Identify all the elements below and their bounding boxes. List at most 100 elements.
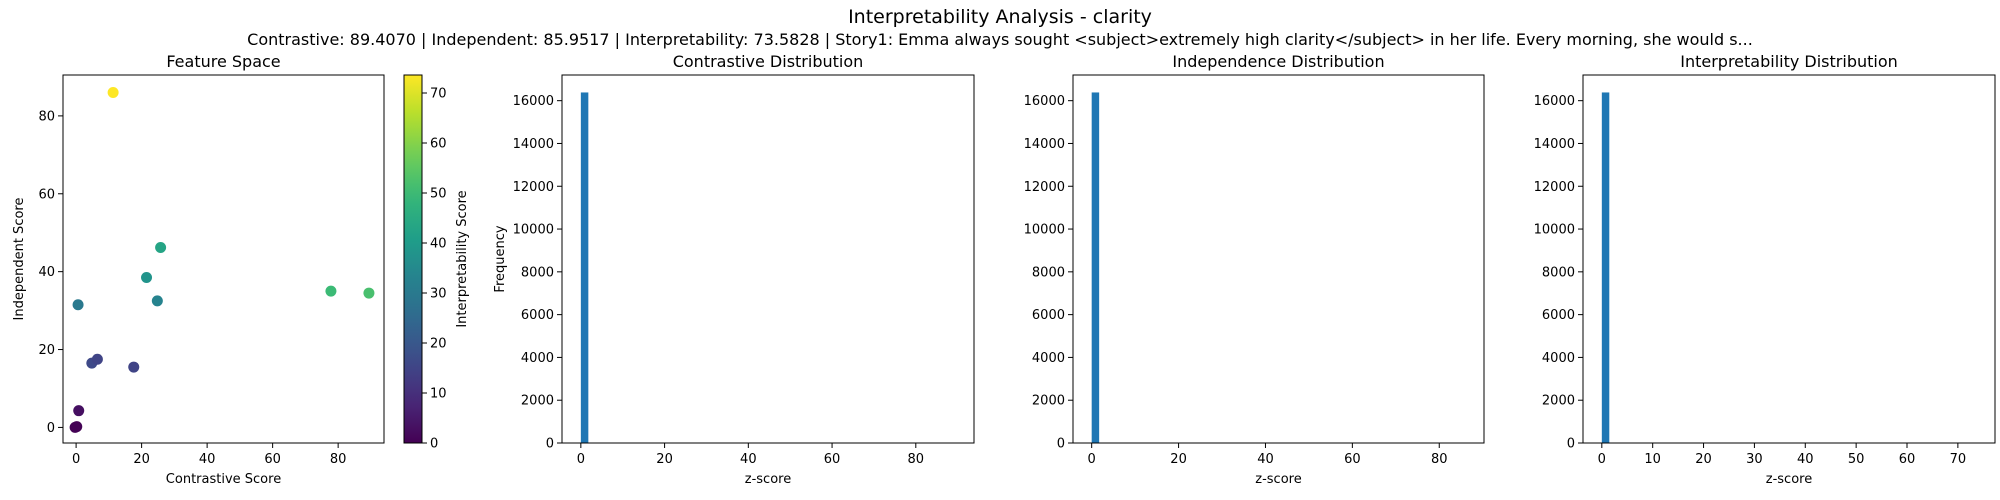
- y-tick-label: 12000: [513, 180, 554, 195]
- x-tick-label: 80: [330, 452, 347, 467]
- x-axis-label: z-score: [745, 472, 791, 487]
- scatter-point: [325, 285, 337, 297]
- y-tick-label: 10000: [1534, 223, 1575, 238]
- x-tick-label: 60: [1344, 452, 1361, 467]
- x-tick-label: 0: [577, 452, 585, 467]
- subplot-title: Interpretability Distribution: [1680, 52, 1898, 71]
- scatter-point: [72, 299, 84, 311]
- subplot-title: Feature Space: [166, 52, 280, 71]
- figure-subtitle: Contrastive: 89.4070 | Independent: 85.9…: [247, 30, 1753, 49]
- colorbar: 0 10 20 30 40 50 60 70 Interpretability Score: [403, 74, 470, 452]
- x-tick-label: 30: [1746, 452, 1763, 467]
- colorbar-tick-label: 0: [430, 437, 438, 452]
- scatter-point: [128, 361, 140, 373]
- x-tick-label: 0: [1088, 452, 1096, 467]
- x-tick-label: 0: [1598, 452, 1606, 467]
- x-tick-label: 50: [1848, 452, 1865, 467]
- y-tick-label: 14000: [513, 137, 554, 152]
- x-tick-label: 60: [1899, 452, 1916, 467]
- x-tick-label: 20: [1170, 452, 1187, 467]
- scatter-point: [141, 271, 153, 283]
- figure-title: Interpretability Analysis - clarity: [848, 6, 1152, 28]
- x-tick-label: 70: [1950, 452, 1967, 467]
- x-tick-label: 60: [264, 452, 281, 467]
- subplot-2: 0 20 40 60 80 0 2000 4000 6000 8000 10000 12000 1400…: [493, 52, 975, 487]
- x-axis-label: z-score: [1766, 472, 1812, 487]
- y-tick-label: 4000: [521, 351, 554, 366]
- y-tick-label: 2000: [1542, 394, 1575, 409]
- x-tick-label: 20: [133, 452, 150, 467]
- y-tick-label: 8000: [521, 265, 554, 280]
- colorbar-tick-label: 20: [430, 337, 447, 352]
- y-tick-label: 8000: [1542, 265, 1575, 280]
- x-tick-label: 0: [72, 452, 80, 467]
- x-tick-label: 40: [740, 452, 757, 467]
- scatter-point: [107, 87, 119, 99]
- y-tick-label: 2000: [1032, 394, 1065, 409]
- colorbar-tick-label: 70: [430, 87, 447, 102]
- y-tick-label: 8000: [1032, 265, 1065, 280]
- y-tick-label: 4000: [1542, 351, 1575, 366]
- y-tick-label: 16000: [1024, 94, 1065, 109]
- subplot-title: Contrastive Distribution: [673, 52, 864, 71]
- colorbar-tick-label: 40: [430, 237, 447, 252]
- y-tick-label: 6000: [1542, 308, 1575, 323]
- scatter-point: [151, 295, 163, 307]
- y-tick-label: 0: [1567, 437, 1575, 452]
- y-tick-label: 20: [38, 343, 55, 358]
- x-tick-label: 20: [1695, 452, 1712, 467]
- subplot-title: Independence Distribution: [1172, 52, 1384, 71]
- y-tick-label: 10000: [1024, 223, 1065, 238]
- axes-frame: [1072, 74, 1485, 444]
- y-tick-label: 0: [1057, 437, 1065, 452]
- axes-frame: [62, 74, 385, 444]
- scatter-point: [155, 242, 167, 254]
- axes-frame: [1582, 74, 1996, 444]
- y-tick-label: 16000: [1534, 94, 1575, 109]
- y-tick-label: 6000: [521, 308, 554, 323]
- y-tick-label: 14000: [1024, 137, 1065, 152]
- scatter-point: [363, 287, 375, 299]
- scatter-point: [91, 353, 103, 365]
- y-axis-label: Independent Score: [12, 198, 27, 321]
- y-tick-label: 60: [38, 187, 55, 202]
- subplot-3: 0 20 40 60 80 0 2000 4000 6000 8000 10000 12000 1400…: [1024, 52, 1485, 487]
- y-tick-label: 16000: [513, 94, 554, 109]
- subplot-1: 0 20 40 60 80 0 20 40 60 80 Feature Space Contrasti…: [12, 52, 385, 487]
- x-tick-label: 10: [1644, 452, 1661, 467]
- histogram-bar: [1601, 92, 1610, 443]
- colorbar-label: Interpretability Score: [455, 190, 470, 327]
- y-tick-label: 6000: [1032, 308, 1065, 323]
- colorbar-tick-label: 30: [430, 287, 447, 302]
- y-tick-label: 80: [38, 109, 55, 124]
- x-tick-label: 80: [908, 452, 925, 467]
- y-tick-label: 12000: [1534, 180, 1575, 195]
- x-axis-label: Contrastive Score: [166, 472, 281, 487]
- y-tick-label: 12000: [1024, 180, 1065, 195]
- y-axis-label: Frequency: [493, 225, 508, 292]
- x-tick-label: 40: [1797, 452, 1814, 467]
- x-tick-label: 80: [1431, 452, 1448, 467]
- scatter-point: [69, 421, 81, 433]
- x-tick-label: 40: [199, 452, 216, 467]
- histogram-bar: [1091, 92, 1100, 443]
- scatter-point: [73, 405, 85, 417]
- colorbar-gradient: [403, 74, 423, 444]
- colorbar-tick-label: 60: [430, 137, 447, 152]
- y-tick-label: 4000: [1032, 351, 1065, 366]
- y-tick-label: 0: [47, 421, 55, 436]
- colorbar-tick-label: 50: [430, 187, 447, 202]
- y-tick-label: 0: [546, 437, 554, 452]
- x-tick-label: 60: [824, 452, 841, 467]
- y-tick-label: 2000: [521, 394, 554, 409]
- axes-frame: [561, 74, 975, 444]
- colorbar-tick-label: 10: [430, 387, 447, 402]
- x-tick-label: 40: [1257, 452, 1274, 467]
- y-tick-label: 14000: [1534, 137, 1575, 152]
- subplot-4: 0 10 20 30 40 50 60 70 0 2000 4000 6000 8000 10000 120…: [1534, 52, 1996, 487]
- x-axis-label: z-score: [1255, 472, 1301, 487]
- y-tick-label: 10000: [513, 223, 554, 238]
- y-tick-label: 40: [38, 265, 55, 280]
